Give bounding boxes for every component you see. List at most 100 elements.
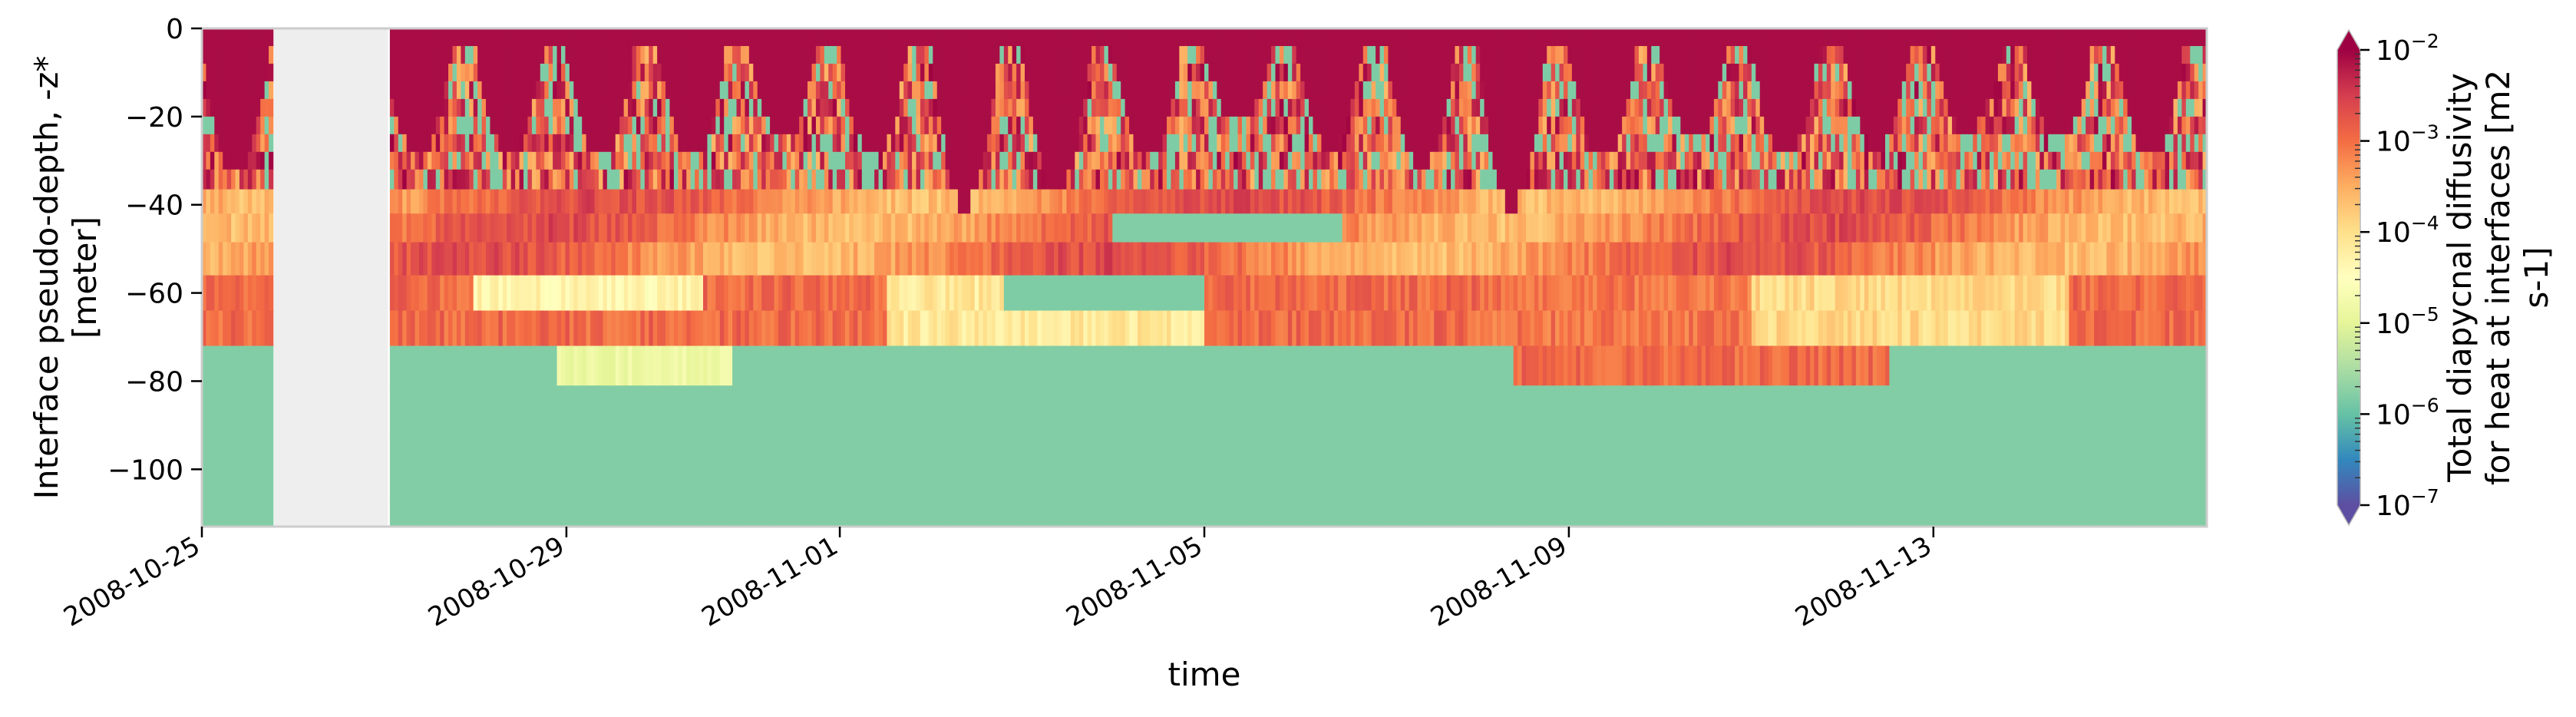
- heatmap-cell: [1334, 81, 1339, 100]
- heatmap-cell: [1276, 243, 1280, 276]
- heatmap-cell: [527, 99, 532, 117]
- heatmap-cell: [787, 170, 791, 190]
- heatmap-cell: [678, 152, 682, 170]
- heatmap-cell: [778, 311, 783, 347]
- heatmap-cell: [983, 346, 988, 386]
- heatmap-cell: [1459, 346, 1464, 386]
- heatmap-cell: [883, 134, 887, 153]
- heatmap-cell: [946, 170, 950, 190]
- heatmap-cell: [795, 117, 800, 135]
- heatmap-cell: [457, 311, 461, 347]
- heatmap-cell: [582, 81, 586, 100]
- heatmap-cell: [1372, 498, 1376, 527]
- heatmap-cell: [958, 243, 963, 276]
- heatmap-cell: [603, 152, 607, 170]
- heatmap-cell: [1029, 81, 1033, 100]
- heatmap-cell: [1288, 64, 1293, 82]
- heatmap-cell: [565, 28, 570, 47]
- heatmap-cell: [1025, 498, 1029, 527]
- heatmap-cell: [239, 385, 244, 439]
- heatmap-cell: [523, 243, 528, 276]
- heatmap-cell: [949, 64, 954, 82]
- heatmap-cell: [903, 190, 908, 214]
- heatmap-cell: [1158, 134, 1163, 153]
- heatmap-cell: [703, 99, 708, 117]
- heatmap-cell: [1204, 28, 1209, 47]
- heatmap-cell: [1100, 170, 1105, 190]
- heatmap-cell: [807, 134, 812, 153]
- heatmap-cell: [804, 99, 808, 117]
- heatmap-cell: [628, 190, 632, 214]
- heatmap-cell: [1037, 170, 1042, 190]
- heatmap-cell: [431, 346, 436, 386]
- heatmap-cell: [1422, 170, 1426, 190]
- heatmap-cell: [1150, 117, 1154, 135]
- heatmap-cell: [490, 170, 494, 190]
- heatmap-cell: [1167, 64, 1171, 82]
- heatmap-cell: [737, 243, 741, 276]
- heatmap-cell: [999, 311, 1004, 347]
- heatmap-cell: [1088, 28, 1092, 47]
- heatmap-cell: [1096, 213, 1101, 243]
- heatmap-cell: [804, 117, 808, 135]
- heatmap-cell: [236, 276, 240, 312]
- heatmap-cell: [929, 46, 933, 64]
- heatmap-cell: [640, 134, 645, 153]
- heatmap-cell: [1234, 190, 1238, 214]
- heatmap-cell: [632, 134, 636, 153]
- heatmap-cell: [645, 276, 649, 312]
- heatmap-cell: [1359, 346, 1363, 386]
- heatmap-cell: [1029, 438, 1033, 498]
- heatmap-cell: [1196, 190, 1200, 214]
- heatmap-cell: [227, 346, 232, 386]
- heatmap-cell: [1254, 152, 1259, 170]
- heatmap-cell: [515, 81, 520, 100]
- heatmap-cell: [557, 99, 562, 117]
- heatmap-cell: [1091, 81, 1096, 100]
- heatmap-cell: [924, 117, 929, 135]
- heatmap-cell: [1376, 346, 1380, 386]
- heatmap-cell: [1451, 213, 1455, 243]
- heatmap-cell: [824, 213, 829, 243]
- heatmap-cell: [949, 438, 954, 498]
- heatmap-cell: [833, 117, 837, 135]
- heatmap-cell: [624, 117, 629, 135]
- heatmap-cell: [674, 190, 679, 214]
- heatmap-cell: [1208, 99, 1213, 117]
- heatmap-cell: [1108, 81, 1113, 100]
- heatmap-cell: [807, 28, 812, 47]
- heatmap-cell: [1422, 276, 1426, 312]
- heatmap-cell: [1021, 243, 1025, 276]
- heatmap-cell: [219, 134, 223, 153]
- heatmap-cell: [619, 170, 624, 190]
- heatmap-cell: [582, 498, 586, 527]
- heatmap-cell: [1363, 152, 1368, 170]
- heatmap-cell: [912, 243, 916, 276]
- heatmap-cell: [870, 276, 875, 312]
- heatmap-cell: [924, 438, 929, 498]
- heatmap-cell: [1413, 311, 1418, 347]
- heatmap-cell: [946, 46, 950, 64]
- heatmap-cell: [206, 276, 210, 312]
- heatmap-cell: [419, 64, 424, 82]
- heatmap-cell: [824, 170, 829, 190]
- heatmap-cell: [260, 346, 265, 386]
- heatmap-cell: [1141, 346, 1146, 386]
- heatmap-cell: [782, 64, 787, 82]
- heatmap-cell: [749, 64, 754, 82]
- heatmap-cell: [1380, 81, 1385, 100]
- heatmap-cell: [1334, 64, 1339, 82]
- heatmap-cell: [436, 385, 441, 439]
- heatmap-cell: [477, 134, 482, 153]
- heatmap-cell: [619, 213, 624, 243]
- heatmap-cell: [1326, 117, 1330, 135]
- heatmap-cell: [565, 438, 570, 498]
- heatmap-cell: [482, 243, 487, 276]
- heatmap-cell: [557, 438, 562, 498]
- heatmap-cell: [1179, 46, 1184, 64]
- heatmap-cell: [219, 28, 223, 47]
- heatmap-cell: [1300, 46, 1305, 64]
- heatmap-cell: [1121, 99, 1125, 117]
- heatmap-cell: [544, 213, 549, 243]
- heatmap-cell: [665, 385, 670, 439]
